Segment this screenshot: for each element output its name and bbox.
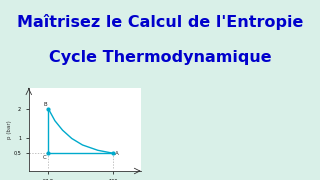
Text: B: B [43, 102, 47, 107]
Y-axis label: p (bar): p (bar) [7, 120, 12, 139]
Text: Maîtrisez le Calcul de l'Entropie: Maîtrisez le Calcul de l'Entropie [17, 14, 303, 30]
Text: Cycle Thermodynamique: Cycle Thermodynamique [49, 50, 271, 65]
Text: C: C [43, 155, 47, 160]
Text: A: A [115, 151, 118, 156]
